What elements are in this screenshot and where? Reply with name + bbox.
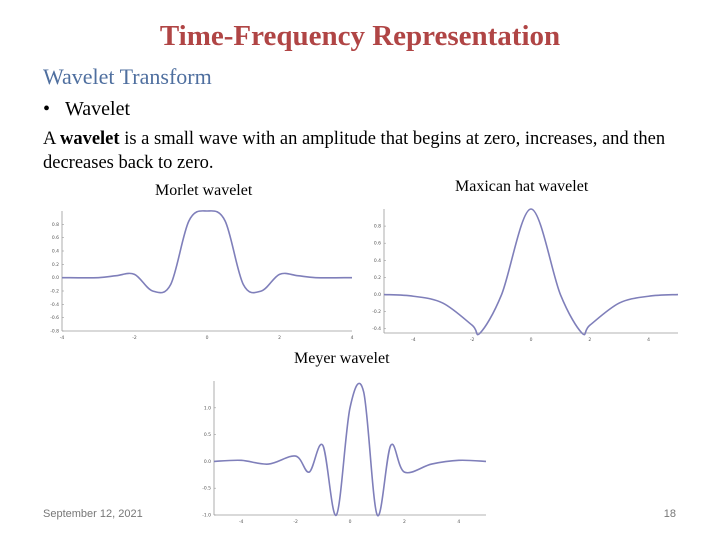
bullet-item: • Wavelet (43, 98, 130, 121)
y-tick-label: 0.6 (52, 235, 59, 241)
wavelet-series-line (213, 382, 487, 517)
y-tick-label: 0.0 (374, 292, 381, 298)
bullet-dot-icon: • (43, 98, 51, 120)
x-tick-label: 2 (403, 519, 406, 525)
y-tick-label: 0.8 (374, 224, 381, 230)
y-tick-label: 0.6 (374, 241, 381, 247)
y-tick-label: 1.0 (204, 405, 211, 411)
y-tick-label: 0.2 (52, 262, 59, 268)
y-tick-label: -0.8 (50, 329, 59, 335)
y-tick-label: 0.0 (204, 459, 211, 465)
x-tick-label: 4 (457, 519, 460, 525)
x-tick-label: 0 (349, 519, 352, 525)
morlet-wavelet-chart: 0.8 0.6 0.4 0.2 0.0 -0.2 -0.4 -0.6 -0.8-4 -2 0 2 4 (50, 210, 354, 341)
page-number: 18 (663, 508, 676, 520)
bullet-label: Wavelet (65, 98, 131, 120)
x-tick-label: 0 (530, 337, 533, 343)
wavelet-series-line (61, 210, 353, 294)
morlet-caption: Morlet wavelet (155, 182, 253, 199)
definition-pre: A (43, 129, 60, 149)
wavelet-series-line (383, 208, 679, 336)
y-tick-label: 0.0 (52, 275, 59, 281)
x-tick-label: -2 (293, 519, 298, 525)
x-tick-label: 4 (351, 335, 354, 341)
mexican-hat-caption: Maxican hat wavelet (455, 178, 589, 195)
y-tick-label: 0.4 (52, 249, 59, 255)
definition-paragraph: A wavelet is a small wave with an amplit… (43, 127, 693, 175)
y-tick-label: -0.4 (372, 326, 381, 332)
y-tick-label: 0.2 (374, 275, 381, 281)
y-tick-label: 0.8 (52, 222, 59, 228)
slide-subtitle: Wavelet Transform (43, 64, 212, 89)
meyer-caption: Meyer wavelet (294, 350, 390, 367)
mexican-hat-wavelet-chart: 0.8 0.6 0.4 0.2 0.0 -0.2 -0.4 -4 -2 0 2 4 (372, 208, 679, 343)
y-tick-label: -0.5 (202, 486, 211, 492)
y-tick-label: -1.0 (202, 513, 211, 519)
x-tick-label: -4 (239, 519, 244, 525)
x-tick-label: -2 (132, 335, 137, 341)
definition-term: wavelet (59, 129, 120, 149)
x-tick-label: -4 (411, 337, 416, 343)
x-tick-label: 0 (206, 335, 209, 341)
definition-post: is a small wave with an amplitude that b… (43, 129, 666, 173)
meyer-wavelet-chart: 1.0 0.5 0.0 -0.5 -1.0 -4 -2 0 2 4 (202, 381, 487, 525)
y-tick-label: 0.5 (204, 432, 211, 438)
y-tick-label: -0.4 (50, 302, 59, 308)
y-tick-label: -0.6 (50, 315, 59, 321)
y-tick-label: -0.2 (372, 309, 381, 315)
x-tick-label: 4 (647, 337, 650, 343)
x-tick-label: 2 (588, 337, 591, 343)
footer-date: September 12, 2021 (43, 508, 143, 520)
x-tick-label: -2 (470, 337, 475, 343)
y-tick-label: 0.4 (374, 258, 381, 264)
y-tick-label: -0.2 (50, 289, 59, 295)
x-tick-label: 2 (278, 335, 281, 341)
slide-title: Time-Frequency Representation (159, 20, 561, 52)
x-tick-label: -4 (60, 335, 65, 341)
